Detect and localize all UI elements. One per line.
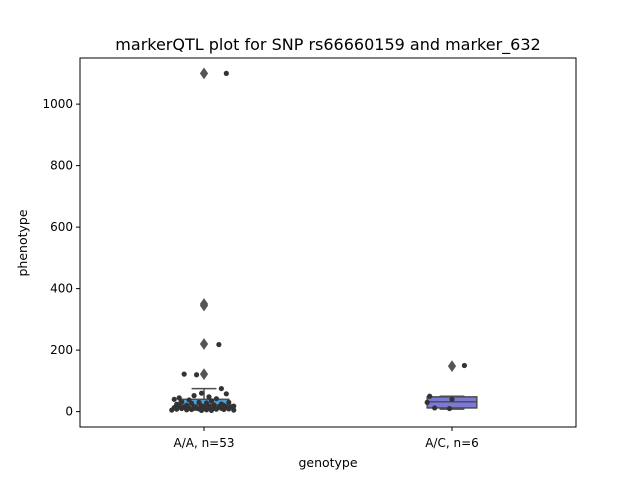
outlier-marker [447,360,457,372]
data-point [189,400,195,406]
x-axis-label: genotype [298,455,357,470]
outlier-marker [199,299,209,312]
data-point [213,406,219,412]
data-point [424,399,430,405]
data-point [176,395,182,401]
x-axis-ticks: A/A, n=53 A/C, n=6 [173,427,479,450]
plot-layer [169,67,478,413]
axes-frame [79,57,577,428]
y-tick-label: 1000 [42,97,73,111]
data-point [208,398,215,404]
data-point [179,399,185,405]
y-tick-label: 800 [50,159,73,173]
chart-title: markerQTL plot for SNP rs66660159 and ma… [115,35,540,55]
data-point [226,406,232,412]
x-tick-label: A/A, n=53 [173,436,234,450]
y-axis-label: phenotype [15,209,30,276]
data-point [213,396,219,402]
outlier-marker [199,67,209,80]
data-point [169,407,175,413]
y-tick-label: 600 [50,220,73,234]
data-point [181,371,187,377]
data-point [231,403,237,409]
outlier-marker [199,368,209,380]
y-tick-label: 0 [65,405,73,419]
data-point [184,407,190,413]
data-point [174,406,180,412]
data-point [203,407,210,413]
data-point [226,399,232,405]
data-point [221,406,227,413]
outlier-marker [199,338,209,350]
data-point [223,391,229,397]
data-point [427,393,433,399]
data-point [208,407,215,413]
data-point [461,362,467,369]
data-point [206,394,212,400]
y-tick-label: 200 [50,343,73,357]
data-point [198,407,205,413]
data-point [189,406,195,413]
data-point [191,393,197,399]
data-point [216,341,222,348]
data-point [179,405,185,412]
data-point [223,70,229,76]
data-point [432,405,438,411]
y-tick-label: 400 [50,282,73,296]
x-tick-label: A/C, n=6 [425,436,479,450]
data-point [218,385,224,392]
data-point [446,405,453,412]
data-point [171,396,177,402]
data-point [231,407,237,413]
data-point [198,390,205,396]
data-point [193,372,200,378]
y-axis-ticks: 0 200 400 600 800 1000 [42,97,80,419]
data-point [449,396,455,402]
